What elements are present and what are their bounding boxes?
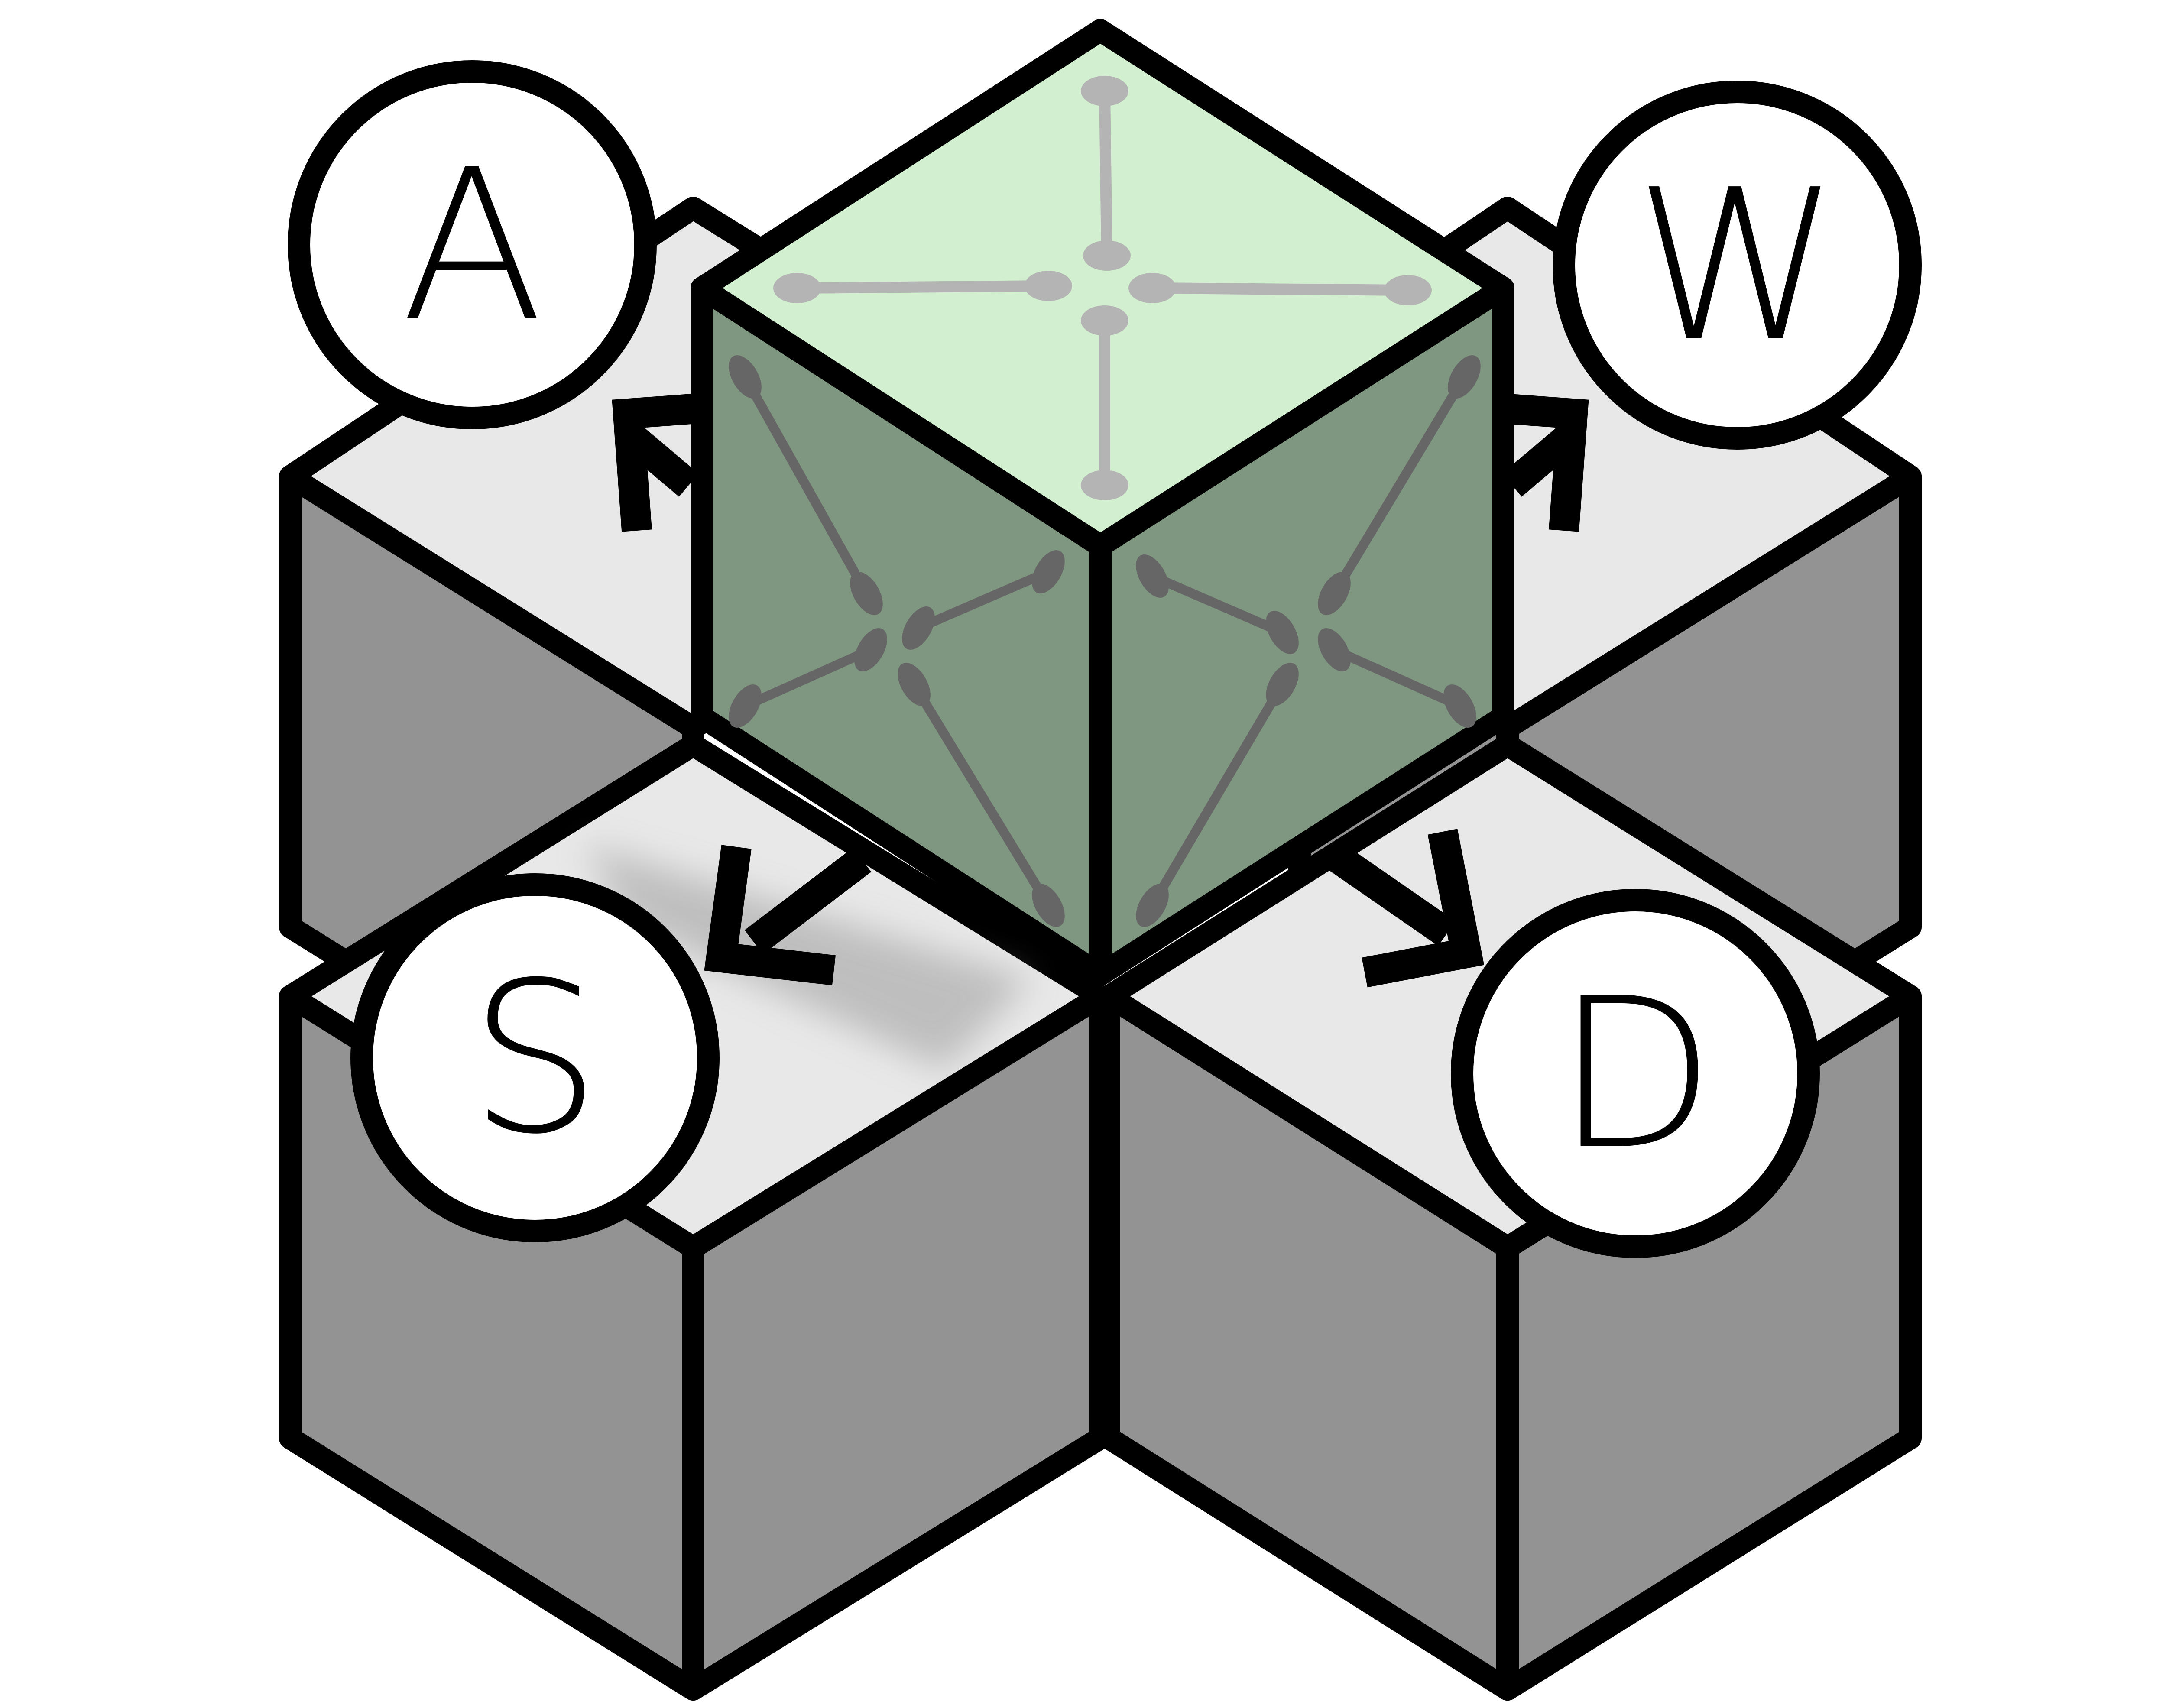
arrow-up-left — [612, 393, 699, 532]
key-label-d: D — [1555, 953, 1715, 1196]
key-badge-d-circle — [1451, 889, 1820, 1258]
cube-right-pattern — [1136, 355, 1481, 927]
key-label-a: A — [401, 125, 543, 367]
cube-left-pattern — [729, 355, 1065, 927]
arrow-up-right — [1502, 393, 1589, 532]
player-cube — [691, 19, 1514, 986]
key-badge-d: D — [1451, 889, 1820, 1258]
arrow-down-right — [1326, 829, 1485, 988]
key-badge-w: W — [1553, 81, 1922, 450]
key-label-w: W — [1634, 145, 1840, 387]
key-badge-w-circle — [1553, 81, 1922, 450]
key-badge-a: A — [288, 60, 657, 429]
key-label-s: S — [469, 938, 601, 1180]
key-badge-s-circle — [350, 873, 720, 1242]
arrow-down-left — [704, 845, 872, 985]
cube-top-pattern — [773, 76, 1432, 500]
key-badge-s: S — [350, 873, 720, 1242]
cube-top-face — [691, 19, 1514, 557]
key-badge-a-circle — [288, 60, 657, 429]
